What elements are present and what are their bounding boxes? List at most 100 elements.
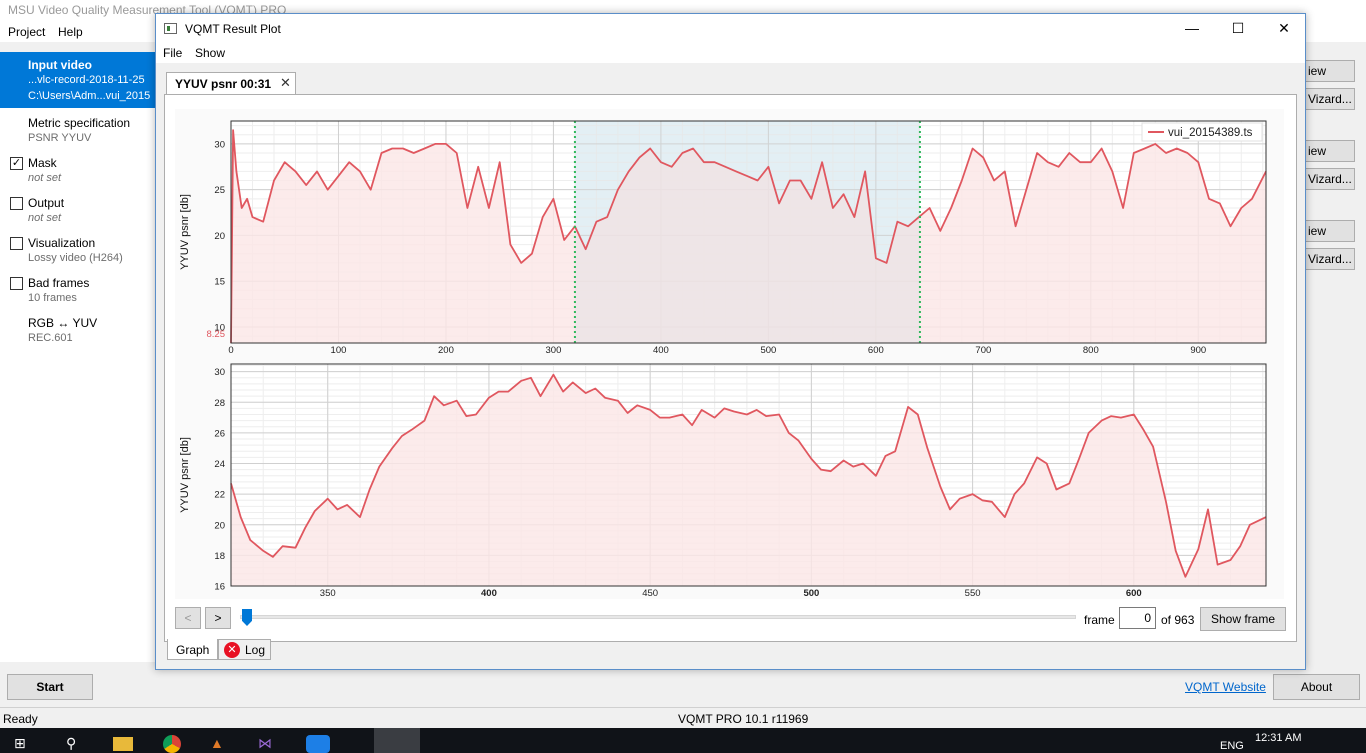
step-detail: C:\Users\Adm...vui_2015 (28, 90, 151, 102)
series-area (231, 130, 1266, 343)
preview-button[interactable]: iew (1303, 60, 1355, 82)
result-plot-window: VQMT Result Plot — ☐ ✕ File Show YYUV ps… (155, 13, 1306, 670)
step-visualization[interactable]: Visualization Lossy video (H264) (0, 234, 155, 274)
step-bad-frames[interactable]: Bad frames 10 frames (0, 274, 155, 314)
tab-log[interactable]: ✕ Log (218, 639, 271, 660)
plot-area: 0 100 200 300 400 500 600 700 800 900 10 15 20 25 30 8.… (175, 109, 1284, 599)
matlab-icon[interactable]: ▲ (210, 735, 224, 751)
legend-box (1141, 122, 1263, 142)
wizard-button[interactable]: Vizard... (1303, 88, 1355, 110)
x-tick-label: 800 (1083, 345, 1099, 356)
y-tick-label: 24 (214, 459, 225, 470)
show-frame-button[interactable]: Show frame (1200, 607, 1286, 631)
step-output[interactable]: Output not set (0, 194, 155, 234)
step-heading: Output (28, 196, 65, 210)
x-tick-label: 400 (481, 588, 497, 599)
plot-tab-strip: YYUV psnr 00:31 ✕ (164, 72, 1297, 95)
y-tick-label: 10 (214, 322, 225, 333)
y-min-label: 8.25 (207, 329, 226, 340)
plot-window-title: VQMT Result Plot (185, 22, 281, 36)
x-tick-label: 700 (975, 345, 991, 356)
vqmt-icon[interactable] (374, 728, 420, 753)
step-rgb-yuv[interactable]: RGB ↔ YUV REC.601 (0, 314, 155, 354)
step-mask[interactable]: ✓ Mask not set (0, 154, 155, 194)
selection-overlay (574, 121, 920, 343)
step-detail: not set (28, 212, 62, 224)
mask-checkbox[interactable]: ✓ (10, 157, 23, 170)
step-detail: Lossy video (H264) (28, 252, 123, 264)
slider-thumb[interactable] (242, 609, 252, 626)
start-button[interactable]: Start (7, 674, 93, 700)
step-detail: not set (28, 172, 62, 184)
y-tick-label: 30 (214, 367, 225, 378)
x-tick-label: 500 (760, 345, 776, 356)
slider-track[interactable] (240, 615, 1076, 619)
step-heading: Bad frames (28, 276, 90, 290)
plot-window-titlebar: VQMT Result Plot — ☐ ✕ (156, 14, 1305, 43)
tab-close-icon[interactable]: ✕ (280, 75, 291, 90)
frame-input[interactable]: 0 (1119, 607, 1156, 629)
wizard-button[interactable]: Vizard... (1303, 168, 1355, 190)
output-checkbox[interactable] (10, 197, 23, 210)
visualization-checkbox[interactable] (10, 237, 23, 250)
y-tick-label: 18 (214, 551, 225, 562)
step-detail: REC.601 (28, 332, 73, 344)
x-tick-label: 200 (438, 345, 454, 356)
step-detail: 10 frames (28, 292, 77, 304)
preview-button[interactable]: iew (1303, 220, 1355, 242)
step-heading: Mask (28, 156, 57, 170)
visual-studio-icon[interactable]: ⋈ (258, 735, 272, 751)
x-tick-label: 500 (803, 588, 819, 599)
menu-show[interactable]: Show (195, 46, 226, 60)
series-area (231, 374, 1266, 586)
version-text: VQMT PRO 10.1 r11969 (678, 712, 809, 726)
preview-button[interactable]: iew (1303, 140, 1355, 162)
y-tick-label: 22 (214, 490, 225, 501)
legend-label: vui_20154389.ts (1168, 127, 1253, 139)
x-tick-label: 550 (965, 588, 981, 599)
step-metric-specification[interactable]: Metric specification PSNR YYUV (0, 114, 155, 154)
minimize-button[interactable]: — (1185, 20, 1199, 36)
tab-label: Log (245, 643, 266, 657)
series-line (230, 129, 1267, 344)
frame-slider[interactable] (240, 609, 1076, 626)
step-list: Input video ...vlc-record-2018-11-25 C:\… (0, 52, 155, 662)
menu-project[interactable]: Project (8, 25, 46, 39)
search-icon[interactable]: ⚲ (66, 735, 77, 751)
y-tick-label: 30 (214, 139, 225, 150)
language-indicator[interactable]: ENG (1220, 740, 1244, 752)
y-tick-label: 20 (214, 231, 225, 242)
close-button[interactable]: ✕ (1278, 20, 1290, 36)
x-tick-label: 100 (331, 345, 347, 356)
vqmt-website-link[interactable]: VQMT Website (1185, 680, 1266, 694)
about-button[interactable]: About (1273, 674, 1360, 700)
file-explorer-icon[interactable] (113, 737, 133, 751)
y-axis-label: YYUV psnr [db] (179, 437, 191, 513)
step-detail: PSNR YYUV (28, 132, 92, 144)
next-frame-button[interactable]: > (205, 607, 231, 629)
wizard-button[interactable]: Vizard... (1303, 248, 1355, 270)
chrome-icon[interactable] (163, 735, 181, 753)
tab-label: Graph (176, 643, 210, 657)
menu-file[interactable]: File (163, 46, 183, 60)
zalo-icon[interactable] (306, 735, 330, 753)
series-line (230, 373, 1267, 578)
x-tick-label: 400 (653, 345, 669, 356)
plot-frame (230, 120, 1267, 344)
bad-frames-checkbox[interactable] (10, 277, 23, 290)
maximize-button[interactable]: ☐ (1231, 20, 1245, 36)
plot-menubar: File Show (156, 43, 1305, 63)
clock[interactable]: 12:31 AM (1255, 732, 1302, 744)
step-input-video[interactable]: Input video ...vlc-record-2018-11-25 C:\… (0, 52, 155, 108)
x-tick-label: 600 (1126, 588, 1142, 599)
y-tick-label: 16 (214, 582, 225, 593)
y-tick-label: 25 (214, 185, 225, 196)
prev-frame-button[interactable]: < (175, 607, 201, 629)
tab-graph[interactable]: Graph (167, 639, 218, 660)
y-tick-label: 20 (214, 520, 225, 531)
menu-help[interactable]: Help (58, 25, 83, 39)
tab-yyuv-psnr[interactable]: YYUV psnr 00:31 ✕ (166, 72, 296, 95)
windows-icon[interactable]: ⊞ (14, 735, 26, 751)
y-axis-label: YYUV psnr [db] (179, 194, 191, 270)
error-icon: ✕ (224, 642, 240, 658)
